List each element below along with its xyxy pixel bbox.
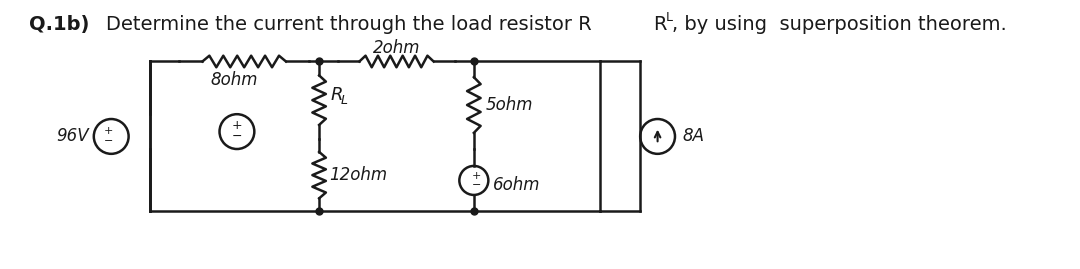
Text: 5ohm: 5ohm bbox=[485, 96, 532, 114]
Text: +: + bbox=[104, 126, 113, 136]
Text: +: + bbox=[472, 171, 482, 180]
Text: −: − bbox=[232, 130, 242, 143]
Text: 6ohm: 6ohm bbox=[494, 176, 541, 194]
Text: −: − bbox=[104, 136, 113, 146]
Text: R: R bbox=[652, 15, 666, 34]
Text: 8A: 8A bbox=[683, 128, 705, 146]
Text: +: + bbox=[231, 119, 242, 132]
Text: 96V: 96V bbox=[56, 128, 89, 146]
Text: L: L bbox=[665, 11, 673, 24]
Text: 8ohm: 8ohm bbox=[211, 71, 258, 89]
Text: 12ohm: 12ohm bbox=[328, 166, 387, 184]
Text: 2ohm: 2ohm bbox=[373, 39, 420, 57]
Text: −: − bbox=[472, 180, 482, 190]
Text: R: R bbox=[330, 86, 343, 104]
Text: Q.1b): Q.1b) bbox=[29, 15, 90, 34]
Text: L: L bbox=[340, 94, 348, 107]
Text: Determine the current through the load resistor R: Determine the current through the load r… bbox=[106, 15, 592, 34]
Text: , by using  superposition theorem.: , by using superposition theorem. bbox=[672, 15, 1007, 34]
